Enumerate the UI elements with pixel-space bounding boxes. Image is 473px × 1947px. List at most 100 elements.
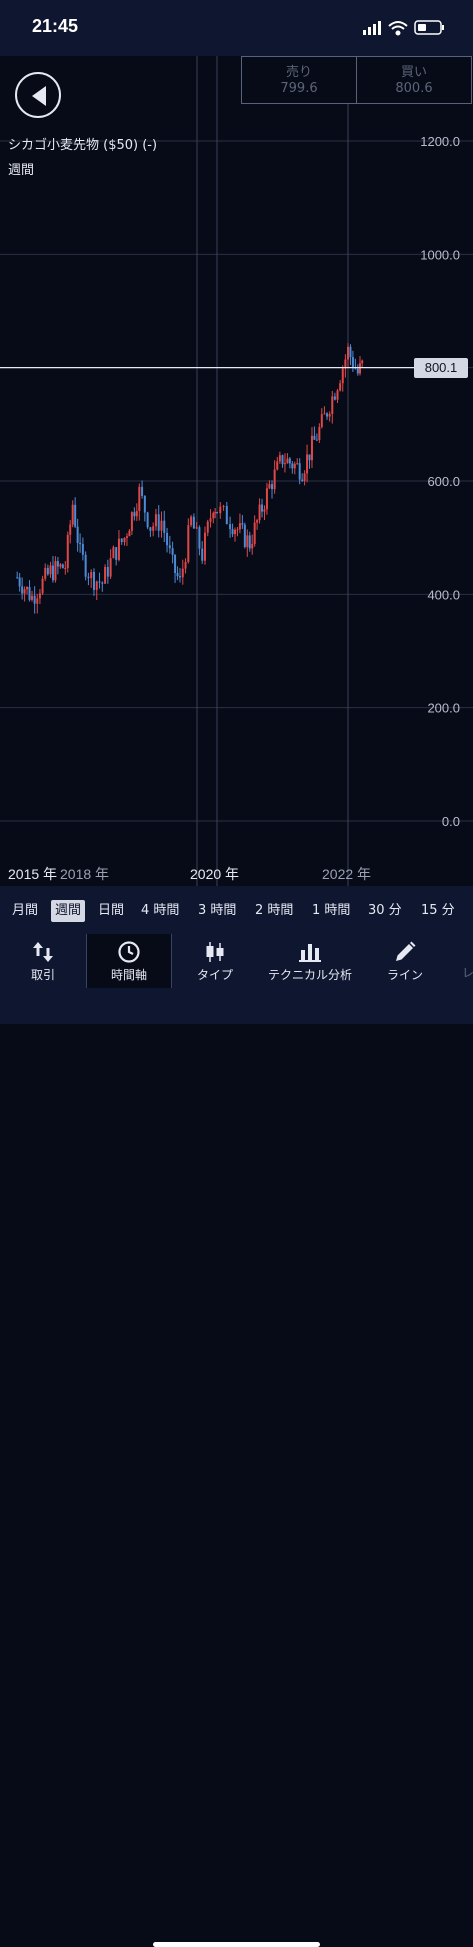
candle-body <box>41 578 44 594</box>
candle-body <box>157 514 160 531</box>
x-tick-label: 2022 年 <box>322 866 371 882</box>
instrument-title: シカゴ小麦先物 ($50) (-) <box>8 138 158 153</box>
chart-area[interactable]: 1200.01000.0800.0600.0400.0200.00.02015 … <box>0 56 473 886</box>
candle-body <box>61 564 64 569</box>
candle-body <box>248 535 251 549</box>
candle-body <box>95 581 98 590</box>
candle-body <box>328 413 331 417</box>
candle-body <box>64 567 67 569</box>
candle-body <box>125 536 128 538</box>
tab-bar: 取引 時間軸 タイプ テクニカル分析 ライン <box>0 934 473 1947</box>
candle-body <box>216 512 218 514</box>
candle-body <box>195 527 198 529</box>
tab-timeframe[interactable]: 時間軸 <box>86 934 172 988</box>
candle-body <box>206 521 209 533</box>
price-chart[interactable]: 1200.01000.0800.0600.0400.0200.00.02015 … <box>0 56 473 886</box>
candle-body <box>149 527 152 531</box>
candle-body <box>44 567 47 579</box>
candle-body <box>201 548 204 561</box>
candle-body <box>190 516 193 526</box>
candle-body <box>92 571 95 590</box>
buy-value: 800.6 <box>395 81 433 96</box>
candle-body <box>133 512 136 517</box>
candle-body <box>138 486 141 512</box>
candle-body <box>258 504 261 521</box>
tab-line-label: ライン <box>386 968 423 982</box>
x-tick-label: 2020 年 <box>190 866 239 882</box>
x-tick-label: 2018 年 <box>60 866 109 882</box>
sell-quote-button[interactable]: 売り 799.6 <box>241 56 357 104</box>
candle-body <box>101 582 104 584</box>
tab-line[interactable]: ライン <box>362 934 448 988</box>
candle-body <box>123 537 126 543</box>
candle-body <box>69 524 72 535</box>
candle-body <box>184 561 187 569</box>
y-tick-label: 200.0 <box>427 701 460 716</box>
candle-body <box>154 514 157 527</box>
candle-body <box>271 484 274 490</box>
tab-trade[interactable]: 取引 <box>0 934 86 988</box>
candle-body <box>336 390 339 400</box>
candle-body <box>104 566 107 584</box>
candle-body <box>323 413 326 415</box>
tab-trade-label: 取引 <box>30 968 55 982</box>
clock-icon <box>118 941 140 963</box>
back-button[interactable] <box>15 72 61 118</box>
candle-body <box>286 458 289 464</box>
tab-technical-analysis[interactable]: テクニカル分析 <box>258 934 362 988</box>
candle-body <box>16 577 19 579</box>
bar-chart-icon <box>299 944 321 962</box>
timeframe-2h[interactable]: 2 時間 <box>255 903 294 918</box>
candle-body <box>351 357 354 368</box>
buy-label: 買い <box>400 65 427 80</box>
candle-body <box>168 545 171 549</box>
candle-body <box>303 473 306 481</box>
candle-body <box>265 488 268 510</box>
candle-body <box>143 495 146 513</box>
candle-body <box>112 547 115 559</box>
timeframe-3h[interactable]: 3 時間 <box>198 903 237 918</box>
candle-body <box>318 427 321 440</box>
tab-partial[interactable]: レ <box>448 934 473 988</box>
candle-body <box>54 561 57 581</box>
timeframe-weekly[interactable]: 週間 <box>51 900 86 922</box>
tab-type[interactable]: タイプ <box>172 934 258 988</box>
timeframe-daily[interactable]: 日間 <box>98 903 125 918</box>
y-tick-label: 1000.0 <box>420 247 460 262</box>
timeframe-4h[interactable]: 4 時間 <box>141 903 180 918</box>
candle-body <box>261 504 264 512</box>
candle-body <box>333 396 336 400</box>
home-indicator <box>153 1942 320 1947</box>
buy-quote-button[interactable]: 買い 800.6 <box>356 56 472 104</box>
candle-body <box>81 544 84 555</box>
candle-body <box>79 542 82 545</box>
candle-body <box>36 598 39 604</box>
candle-body <box>33 595 36 604</box>
candle-body <box>236 529 239 531</box>
candle-body <box>349 346 352 358</box>
candle-body <box>347 346 349 360</box>
period-label: 週間 <box>8 163 35 178</box>
candle-body <box>176 573 179 577</box>
candle-body <box>135 511 138 517</box>
candle-body <box>293 463 296 469</box>
candle-body <box>306 454 309 474</box>
candle-body <box>263 509 266 512</box>
timeframe-1h[interactable]: 1 時間 <box>312 903 351 918</box>
timeframe-monthly[interactable]: 月間 <box>12 903 39 918</box>
candle-body <box>174 554 177 574</box>
candle-body <box>251 543 254 549</box>
timeframe-15m[interactable]: 15 分 <box>421 903 455 918</box>
candle-body <box>273 469 276 490</box>
timeframe-30m[interactable]: 30 分 <box>368 903 402 918</box>
candle-body <box>152 526 155 531</box>
candle-body <box>291 463 294 469</box>
candle-body <box>222 505 225 507</box>
candle-body <box>130 512 133 531</box>
candle-body <box>87 576 90 579</box>
candle-body <box>313 435 316 440</box>
candle-body <box>310 435 313 461</box>
y-tick-label: 400.0 <box>427 587 460 602</box>
candle-body <box>253 522 256 544</box>
timeframe-bar: 月間 週間 日間 4 時間 3 時間 2 時間 1 時間 30 分 15 分 <box>0 886 473 934</box>
